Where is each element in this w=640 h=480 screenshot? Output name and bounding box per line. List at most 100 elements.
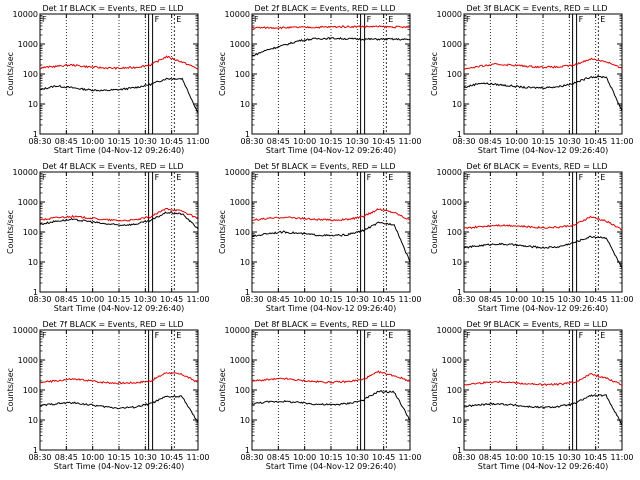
xtick-label: 10:00 (293, 453, 316, 462)
ytick-label: 1 (457, 446, 462, 455)
ytick-label: 10 (240, 416, 250, 425)
panel-det-5: Det 5f BLACK = Events, RED = LLD 1 10 100 10… (218, 162, 422, 313)
ytick-label: 100 (23, 228, 38, 237)
xtick-label: 10:45 (372, 453, 395, 462)
xtick-label: 11:00 (186, 295, 209, 304)
xlabel: Start Time (04-Nov-12 09:26:40) (478, 462, 608, 471)
panel-det-8: Det 8f BLACK = Events, RED = LLD 1 10 100 10… (218, 320, 422, 471)
xlabel: Start Time (04-Nov-12 09:26:40) (54, 462, 184, 471)
xlabel: Start Time (04-Nov-12 09:26:40) (54, 146, 184, 155)
panel-det-3: Det 3f BLACK = Events, RED = LLD 1 10 100 10… (430, 4, 634, 155)
xtick-label: 08:45 (267, 295, 290, 304)
xtick-label: 08:30 (28, 295, 51, 304)
xtick-label: 11:00 (610, 453, 633, 462)
xtick-label: 10:45 (160, 295, 183, 304)
xtick-label: 08:45 (479, 137, 502, 146)
xtick-label: 10:00 (81, 453, 104, 462)
ytick-label: 10000 (437, 326, 462, 335)
xtick-label: 08:45 (267, 453, 290, 462)
xtick-label: 10:45 (584, 295, 607, 304)
xtick-label: 08:30 (452, 137, 475, 146)
marker-label: E (600, 15, 605, 24)
marker-label: F (466, 173, 471, 182)
ytick-label: 100 (447, 70, 462, 79)
ytick-label: 1000 (230, 198, 250, 207)
xtick-label: 10:15 (107, 295, 130, 304)
marker-label: E (176, 173, 181, 182)
marker-label: E (388, 15, 393, 24)
ytick-label: 1 (33, 288, 38, 297)
marker-label: F (155, 173, 160, 182)
panel-title: Det 1f BLACK = Events, RED = LLD (42, 4, 183, 13)
xtick-label: 10:30 (346, 137, 369, 146)
xtick-label: 10:15 (319, 295, 342, 304)
xtick-label: 10:45 (160, 453, 183, 462)
ytick-label: 100 (23, 70, 38, 79)
xtick-label: 08:45 (55, 295, 78, 304)
xtick-label: 08:30 (452, 295, 475, 304)
ytick-label: 100 (447, 386, 462, 395)
series-lld (251, 25, 411, 30)
xtick-label: 10:30 (346, 295, 369, 304)
xtick-label: 11:00 (186, 453, 209, 462)
xtick-label: 10:15 (319, 137, 342, 146)
ylabel: Counts/sec (6, 210, 15, 254)
xtick-label: 11:00 (610, 137, 633, 146)
marker-label: F (579, 15, 584, 24)
xtick-label: 10:30 (134, 295, 157, 304)
ytick-label: 1000 (18, 198, 38, 207)
ytick-label: 10 (28, 416, 38, 425)
marker-label: F (42, 331, 47, 340)
panel-title: Det 3f BLACK = Events, RED = LLD (466, 4, 607, 13)
panel-title: Det 7f BLACK = Events, RED = LLD (42, 320, 183, 329)
ytick-label: 10 (240, 258, 250, 267)
xtick-label: 08:45 (479, 453, 502, 462)
xtick-label: 10:30 (134, 137, 157, 146)
ytick-label: 10 (452, 258, 462, 267)
ylabel: Counts/sec (430, 52, 439, 96)
xtick-label: 08:45 (267, 137, 290, 146)
xtick-label: 10:15 (107, 453, 130, 462)
xtick-label: 10:15 (531, 453, 554, 462)
marker-label: F (367, 331, 372, 340)
xtick-label: 10:15 (531, 295, 554, 304)
ytick-label: 1000 (18, 356, 38, 365)
ylabel: Counts/sec (6, 52, 15, 96)
series-events (251, 221, 411, 263)
xtick-label: 10:30 (558, 137, 581, 146)
series-events (251, 390, 411, 421)
ytick-label: 100 (447, 228, 462, 237)
xtick-label: 10:00 (81, 137, 104, 146)
marker-label: F (367, 15, 372, 24)
series-events (40, 77, 199, 113)
xtick-label: 10:45 (160, 137, 183, 146)
marker-label: F (579, 331, 584, 340)
ytick-label: 1000 (442, 40, 462, 49)
xtick-label: 10:00 (293, 137, 316, 146)
ylabel: Counts/sec (430, 210, 439, 254)
series-events (463, 394, 623, 426)
xtick-label: 10:30 (558, 295, 581, 304)
xtick-label: 08:30 (452, 453, 475, 462)
ytick-label: 1 (245, 446, 250, 455)
ytick-label: 1000 (230, 40, 250, 49)
xtick-label: 10:15 (531, 137, 554, 146)
xtick-label: 10:45 (584, 137, 607, 146)
marker-label: F (254, 15, 259, 24)
xtick-label: 10:30 (134, 453, 157, 462)
ytick-label: 10 (28, 258, 38, 267)
ytick-label: 10000 (437, 168, 462, 177)
panel-title: Det 5f BLACK = Events, RED = LLD (254, 162, 395, 171)
panel-det-2: Det 2f BLACK = Events, RED = LLD 1 10 100 10… (218, 4, 422, 155)
ytick-label: 10 (452, 416, 462, 425)
xtick-label: 11:00 (610, 295, 633, 304)
marker-label: E (388, 331, 393, 340)
series-lld (251, 208, 411, 222)
ytick-label: 10000 (13, 168, 38, 177)
xtick-label: 10:15 (107, 137, 130, 146)
xlabel: Start Time (04-Nov-12 09:26:40) (266, 462, 396, 471)
ytick-label: 10000 (13, 10, 38, 19)
xtick-label: 08:45 (55, 453, 78, 462)
panel-title: Det 4f BLACK = Events, RED = LLD (42, 162, 183, 171)
panel-det-7: Det 7f BLACK = Events, RED = LLD 1 10 100 10… (6, 320, 210, 471)
